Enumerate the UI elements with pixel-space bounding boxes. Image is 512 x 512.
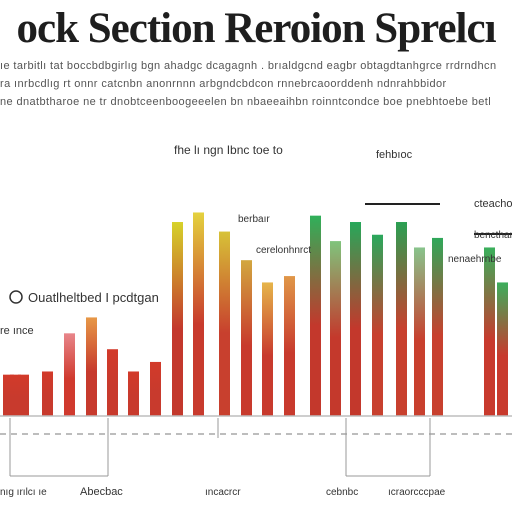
bar-19 <box>372 234 383 416</box>
bar-24 <box>497 282 508 416</box>
chart-title: ock Section Reroion Sprelcı <box>16 5 496 52</box>
bar-20 <box>396 222 407 416</box>
tick-label-2: Abecbac <box>80 486 123 498</box>
bar-6 <box>86 317 97 416</box>
bar-12 <box>219 231 230 416</box>
tick-label-1: nıg ırılcı ıe <box>0 487 47 498</box>
callout-marker <box>9 290 23 304</box>
bar-2 <box>10 374 21 416</box>
bar-3 <box>18 374 29 416</box>
bar-5 <box>64 333 75 416</box>
bar-14 <box>262 282 273 416</box>
bar-9 <box>150 361 161 416</box>
bar-1 <box>3 374 14 416</box>
bar-17 <box>330 241 341 416</box>
bar-18 <box>350 222 361 416</box>
bar-11 <box>193 212 204 416</box>
tick-label-5: ıcraorcccpae <box>388 487 446 498</box>
bar-4 <box>42 371 53 416</box>
bar-23 <box>484 247 495 416</box>
bar-8 <box>128 371 139 416</box>
bars-group <box>3 212 508 416</box>
annotation-right-1: cteachoooc <box>474 198 512 210</box>
annotation-top-1: fhe lı ngn Ibnc toe to <box>174 143 283 157</box>
bar-21 <box>414 247 425 416</box>
bar-22 <box>432 237 443 416</box>
annotation-left: re ınce <box>0 325 34 337</box>
subtitle-line-3: ne dnatbtharoe ne tr dnobtceenboogeeelen… <box>0 96 492 108</box>
subtitle-line-2: ra ınrbcdlıg rt onnr catcnbn anonrnnn ar… <box>0 78 447 90</box>
bar-7 <box>107 349 118 416</box>
subtitle-line-1: ıe tarbitlı tat boccbdbgirlıg bgn ahadgc… <box>0 60 497 72</box>
bar-15 <box>284 276 295 416</box>
bar-10 <box>172 222 183 416</box>
tick-label-4: cebnbc <box>326 487 358 498</box>
bar-13 <box>241 260 252 416</box>
annotation-right-2: bencthan <box>474 230 512 241</box>
tick-label-3: ıncacrcr <box>205 487 241 498</box>
callout-label: Ouatlheltbed I pcdtgan <box>28 290 159 305</box>
annotation-mid-1: berbaır <box>238 214 270 225</box>
annotation-top-2: fehbıoc <box>376 149 413 161</box>
bar-16 <box>310 215 321 416</box>
annotation-mid-2: cerelonhnrct <box>256 245 311 256</box>
annotation-right-3: nenaehrnbe <box>448 254 502 265</box>
